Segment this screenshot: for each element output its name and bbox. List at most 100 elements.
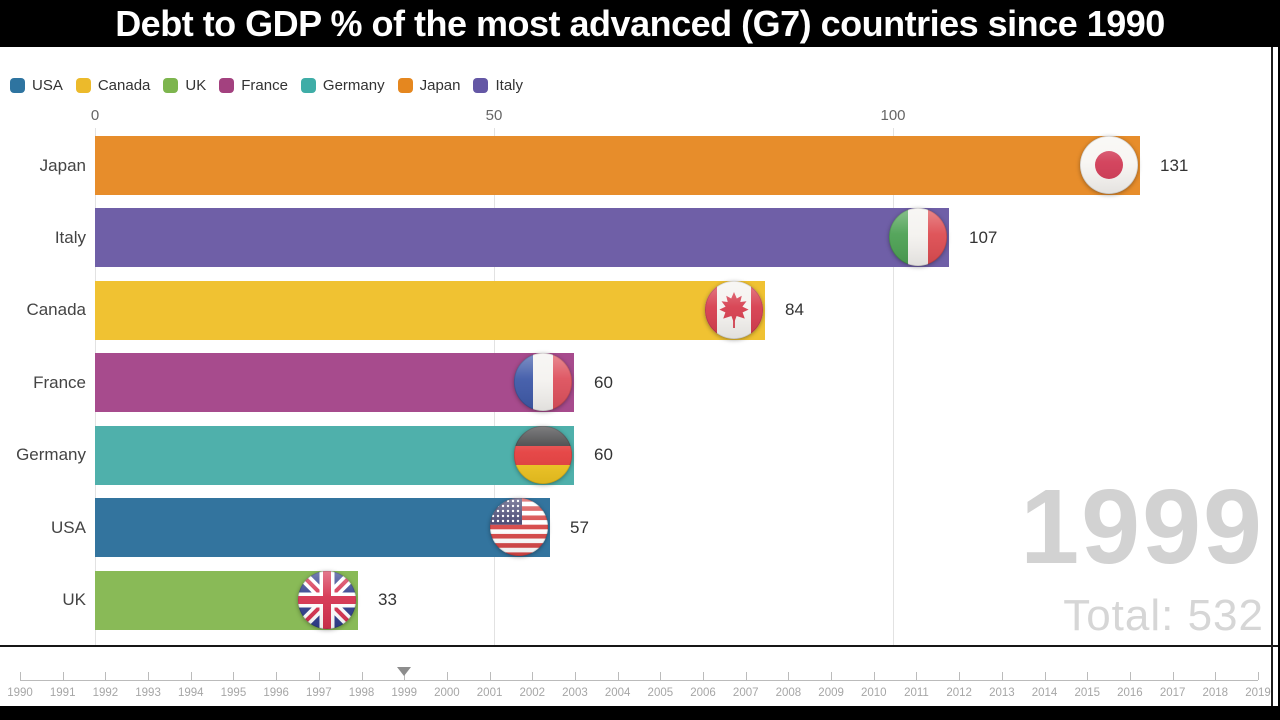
timeline-year-2004[interactable]: 2004 <box>604 687 631 699</box>
usa-flag-icon <box>489 497 549 557</box>
value-label: 107 <box>969 227 998 247</box>
bottom-letterbox-bar <box>0 706 1280 720</box>
bar-row-italy: Italy 107 <box>0 207 1280 268</box>
category-label: Italy <box>54 227 86 247</box>
timeline-year-2007[interactable]: 2007 <box>732 687 759 699</box>
germany-flag-icon <box>513 425 573 485</box>
timeline-year-1992[interactable]: 1992 <box>92 687 119 699</box>
x-axis-tick-label: 50 <box>485 107 503 124</box>
timeline-year-2015[interactable]: 2015 <box>1074 687 1101 699</box>
timeline-tick <box>959 672 961 680</box>
bar-canada[interactable] <box>95 280 765 340</box>
legend-swatch-icon <box>219 78 235 93</box>
timeline-year-1999[interactable]: 1999 <box>391 687 417 699</box>
legend-item-label: France <box>241 77 288 94</box>
timeline-year-2016[interactable]: 2016 <box>1117 687 1143 699</box>
timeline-tick <box>276 672 278 680</box>
timeline-year-2000[interactable]: 2000 <box>434 687 460 699</box>
canada-flag-icon <box>704 280 764 340</box>
category-label: Canada <box>26 300 86 320</box>
timeline-year-1994[interactable]: 1994 <box>177 687 204 699</box>
right-frame-edge <box>1278 47 1280 706</box>
value-label: 84 <box>785 300 804 320</box>
gridline <box>893 128 894 645</box>
legend-item-usa[interactable]: USA <box>10 77 63 94</box>
timeline-year-1991[interactable]: 1991 <box>49 687 76 699</box>
timeline-year-2017[interactable]: 2017 <box>1159 687 1186 699</box>
bar-france[interactable] <box>95 353 574 413</box>
timeline-year-2012[interactable]: 2012 <box>946 687 972 699</box>
timeline-current-marker[interactable] <box>397 667 412 676</box>
chart-timeline-divider <box>0 645 1280 647</box>
timeline-tick <box>20 672 21 680</box>
timeline-tick <box>105 672 107 680</box>
x-axis-tick-label: 100 <box>880 107 906 124</box>
total-label: Total: 532 <box>1063 591 1264 640</box>
timeline-tick <box>1087 672 1089 680</box>
timeline-tick <box>489 672 491 680</box>
legend-item-label: Japan <box>419 77 461 94</box>
timeline-year-2014[interactable]: 2014 <box>1031 687 1058 699</box>
timeline-tick <box>318 672 320 680</box>
legend-item-canada[interactable]: Canada <box>75 77 151 94</box>
legend: USA Canada UK France Germany Japan Italy <box>10 77 523 94</box>
uk-flag-icon <box>297 570 357 630</box>
timeline-year-1995[interactable]: 1995 <box>220 687 247 699</box>
timeline-tick <box>1129 672 1131 680</box>
timeline-year-2005[interactable]: 2005 <box>647 687 674 699</box>
timeline-tick <box>1172 672 1174 680</box>
bar-japan[interactable] <box>95 136 1140 195</box>
france-flag-icon <box>513 352 573 412</box>
timeline-tick <box>148 672 150 680</box>
value-label: 33 <box>378 590 397 610</box>
legend-item-germany[interactable]: Germany <box>300 77 385 94</box>
timeline-year-1990[interactable]: 1990 <box>7 687 33 699</box>
bar-germany[interactable] <box>95 425 574 485</box>
legend-item-label: Germany <box>322 77 385 94</box>
timeline-year-2001[interactable]: 2001 <box>476 687 503 699</box>
timeline-year-2002[interactable]: 2002 <box>519 687 546 699</box>
timeline-year-1996[interactable]: 1996 <box>263 687 289 699</box>
bar-italy[interactable] <box>95 208 949 268</box>
timeline-tick <box>831 672 833 680</box>
bar-row-usa: USA 57 <box>0 497 1280 558</box>
timeline-tick <box>446 672 448 680</box>
timeline-tick <box>660 672 662 680</box>
legend-item-france[interactable]: France <box>219 77 288 94</box>
timeline-year-1993[interactable]: 1993 <box>135 687 161 699</box>
timeline-tick <box>574 672 576 680</box>
legend-item-label: UK <box>185 77 207 94</box>
italy-flag-icon <box>888 207 948 267</box>
current-year-label: 1999 <box>1020 468 1264 586</box>
timeline-year-2008[interactable]: 2008 <box>775 687 802 699</box>
bar-row-canada: Canada 84 <box>0 280 1280 340</box>
japan-flag-icon <box>1079 135 1139 195</box>
timeline-tick <box>361 672 363 680</box>
timeline-year-1997[interactable]: 1997 <box>306 687 332 699</box>
timeline-year-2003[interactable]: 2003 <box>562 687 588 699</box>
timeline-year-2009[interactable]: 2009 <box>818 687 844 699</box>
timeline-year-2011[interactable]: 2011 <box>904 687 929 699</box>
timeline-year-2018[interactable]: 2018 <box>1202 687 1229 699</box>
bar-usa[interactable] <box>95 498 550 558</box>
legend-item-japan[interactable]: Japan <box>397 77 461 94</box>
timeline-year-2010[interactable]: 2010 <box>860 687 887 699</box>
timeline-tick <box>190 672 192 680</box>
legend-swatch-icon <box>300 78 316 93</box>
value-label: 60 <box>594 445 613 465</box>
timeline-tick <box>1215 672 1217 680</box>
timeline-year-2019[interactable]: 2019 <box>1245 687 1271 699</box>
bar-row-germany: Germany 60 <box>0 425 1280 485</box>
category-label: USA <box>51 517 86 537</box>
timeline-tick <box>532 672 534 680</box>
category-label: Japan <box>39 155 86 175</box>
timeline-year-1998[interactable]: 1998 <box>348 687 375 699</box>
timeline-year-2006[interactable]: 2006 <box>690 687 716 699</box>
legend-swatch-icon <box>10 78 25 93</box>
timeline-year-2013[interactable]: 2013 <box>989 687 1015 699</box>
legend-item-label: Canada <box>97 77 151 94</box>
legend-item-italy[interactable]: Italy <box>473 77 523 94</box>
legend-item-uk[interactable]: UK <box>163 77 206 94</box>
timeline-tick <box>1044 672 1046 680</box>
